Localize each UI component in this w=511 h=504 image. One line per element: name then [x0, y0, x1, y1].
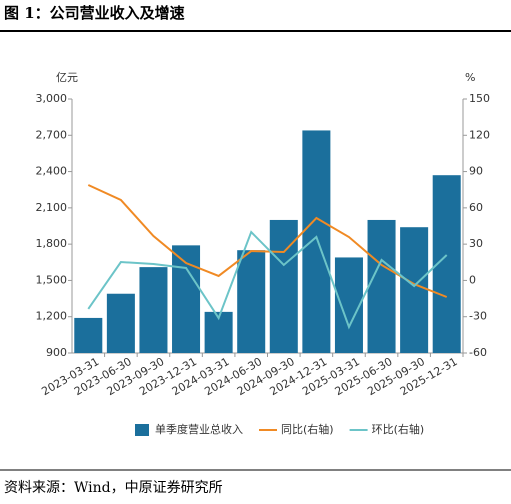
legend-label: 环比(右轴) — [372, 422, 425, 436]
y-tick-label: 1,200 — [36, 310, 68, 323]
bar — [302, 130, 331, 353]
y-axis-label: 亿元 — [56, 71, 78, 84]
y2-tick-label: 120 — [469, 128, 490, 141]
bar — [74, 317, 103, 353]
legend-label: 同比(右轴) — [281, 422, 334, 436]
line — [87, 230, 448, 330]
y-tick-label: 2,400 — [36, 165, 68, 178]
bar — [237, 250, 266, 353]
y2-tick-label: -60 — [469, 346, 487, 359]
bar — [106, 293, 135, 353]
y2-tick-label: 30 — [469, 237, 483, 250]
bar — [400, 227, 429, 353]
legend-swatch — [135, 424, 149, 436]
y2-tick-label: 150 — [469, 92, 490, 105]
y-tick-label: 3,000 — [36, 92, 68, 105]
y2-tick-label: 0 — [469, 273, 476, 286]
y-tick-label: 1,500 — [36, 273, 68, 286]
bar — [334, 257, 363, 353]
y-tick-label: 2,100 — [36, 201, 68, 214]
chart-title: 图 1：公司营业收入及增速 — [4, 4, 185, 22]
bar — [269, 219, 298, 353]
source: 资料来源：Wind，中原证券研究所 — [4, 480, 223, 496]
y-tick-label: 1,800 — [36, 237, 68, 250]
bar — [172, 245, 201, 353]
y-tick-label: 2,700 — [36, 128, 68, 141]
y2-axis-label: % — [465, 71, 475, 84]
bar — [139, 267, 168, 353]
y-tick-label: 900 — [46, 346, 67, 359]
y2-tick-label: 90 — [469, 165, 483, 178]
y2-tick-label: -30 — [469, 310, 487, 323]
line — [87, 184, 448, 298]
bar — [367, 219, 396, 353]
legend-label: 单季度营业总收入 — [155, 422, 243, 436]
y2-tick-label: 60 — [469, 201, 483, 214]
